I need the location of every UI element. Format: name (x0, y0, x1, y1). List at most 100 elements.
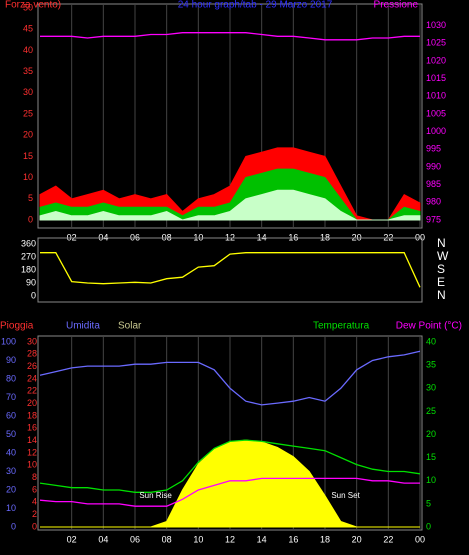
line (39, 439, 421, 493)
y-tick-label: W (437, 249, 449, 263)
y-tick-label: 35 (426, 360, 436, 370)
x-tick-label: 18 (320, 534, 330, 544)
y-tick-label: 45 (23, 24, 33, 34)
line (40, 252, 421, 288)
y-tick-label: 360 (21, 238, 36, 248)
y-tick-label: 25 (426, 406, 436, 416)
x-tick-label: 06 (130, 232, 140, 242)
x-tick-label: 20 (352, 232, 362, 242)
y-tick-label: 70 (6, 392, 16, 402)
annotation: Sun Set (331, 491, 360, 500)
x-tick-label: 18 (320, 232, 330, 242)
y-tick-label: 30 (27, 336, 37, 346)
y-tick-label: 60 (6, 410, 16, 420)
y-tick-label: 990 (426, 161, 441, 171)
y-tick-label: E (437, 275, 445, 289)
plot-frame (37, 237, 423, 303)
x-tick-label: 04 (98, 534, 108, 544)
x-tick-label: 02 (67, 232, 77, 242)
y-tick-label: S (437, 262, 445, 276)
x-tick-label: 04 (98, 232, 108, 242)
y-tick-label: 10 (27, 460, 37, 470)
y-tick-label: 8 (32, 472, 37, 482)
area (40, 439, 420, 528)
y-tick-label: 40 (426, 336, 436, 346)
y-tick-label: 14 (27, 435, 37, 445)
y-tick-label: 40 (23, 45, 33, 55)
y-tick-label: 10 (23, 172, 33, 182)
y-tick-label: 28 (27, 349, 37, 359)
line (39, 477, 420, 507)
y-tick-label: 20 (426, 429, 436, 439)
x-tick-label: 00 (415, 232, 425, 242)
x-tick-label: 08 (162, 534, 172, 544)
y-tick-label: 40 (6, 447, 16, 457)
y-tick-label: 0 (28, 214, 33, 224)
x-tick-label: 12 (225, 232, 235, 242)
y-tick-label: 35 (23, 66, 33, 76)
y-tick-label: 15 (426, 452, 436, 462)
y-tick-label: 90 (6, 355, 16, 365)
x-tick-label: 16 (288, 232, 298, 242)
y-tick-label: 18 (27, 410, 37, 420)
y-tick-label: 30 (23, 87, 33, 97)
area (39, 189, 421, 221)
y-tick-label: 0 (31, 290, 36, 300)
y-tick-label: 2 (32, 509, 37, 519)
x-tick-label: 22 (383, 232, 393, 242)
y-tick-label: 30 (426, 383, 436, 393)
y-tick-label: N (437, 288, 446, 302)
annotation: Sun Rise (139, 491, 172, 500)
y-tick-label: 1030 (426, 20, 446, 30)
y-tick-label: 0 (32, 521, 37, 531)
y-tick-label: 20 (6, 484, 16, 494)
legend-entry: Umidita (66, 321, 100, 332)
y-tick-label: 10 (6, 503, 16, 513)
x-tick-label: 16 (288, 534, 298, 544)
legend-entry: Dew Point (°C) (396, 321, 462, 332)
x-tick-label: 06 (130, 534, 140, 544)
y-tick-label: 1005 (426, 108, 446, 118)
y-tick-label: 6 (32, 484, 37, 494)
y-tick-label: 0 (11, 521, 16, 531)
y-tick-label: 15 (23, 151, 33, 161)
y-tick-label: 10 (426, 475, 436, 485)
y-tick-label: 100 (1, 336, 16, 346)
y-tick-label: 975 (426, 214, 441, 224)
x-tick-label: 10 (193, 232, 203, 242)
y-tick-label: 985 (426, 179, 441, 189)
y-tick-label: 4 (32, 497, 37, 507)
y-tick-label: 995 (426, 144, 441, 154)
y-tick-label: 0 (426, 521, 431, 531)
y-tick-label: 1020 (426, 55, 446, 65)
y-tick-label: 1025 (426, 38, 446, 48)
y-tick-label: 30 (6, 466, 16, 476)
y-tick-label: 1000 (426, 126, 446, 136)
x-tick-label: 02 (67, 534, 77, 544)
y-tick-label: 1015 (426, 73, 446, 83)
line (39, 350, 421, 406)
x-tick-label: 10 (193, 534, 203, 544)
y-tick-label: 50 (23, 2, 33, 12)
y-tick-label: 80 (6, 373, 16, 383)
y-tick-label: 90 (26, 277, 36, 287)
x-tick-label: 08 (162, 232, 172, 242)
x-tick-label: 14 (257, 534, 267, 544)
legend-entry: Temperatura (313, 321, 370, 332)
y-tick-label: 5 (426, 498, 431, 508)
y-tick-label: 270 (21, 251, 36, 261)
legend-entry: Solar (118, 321, 142, 332)
y-tick-label: 16 (27, 423, 37, 433)
x-tick-label: 00 (415, 534, 425, 544)
y-tick-label: 20 (23, 130, 33, 140)
y-tick-label: 12 (27, 447, 37, 457)
y-tick-label: 26 (27, 361, 37, 371)
y-tick-label: 24 (27, 373, 37, 383)
y-tick-label: 1010 (426, 91, 446, 101)
y-tick-label: 20 (27, 398, 37, 408)
label: 24 hour graph/tab - 29 Marzo 2017 (178, 0, 333, 11)
x-tick-label: 12 (225, 534, 235, 544)
label: Pressione (374, 0, 419, 11)
x-tick-label: 22 (383, 534, 393, 544)
